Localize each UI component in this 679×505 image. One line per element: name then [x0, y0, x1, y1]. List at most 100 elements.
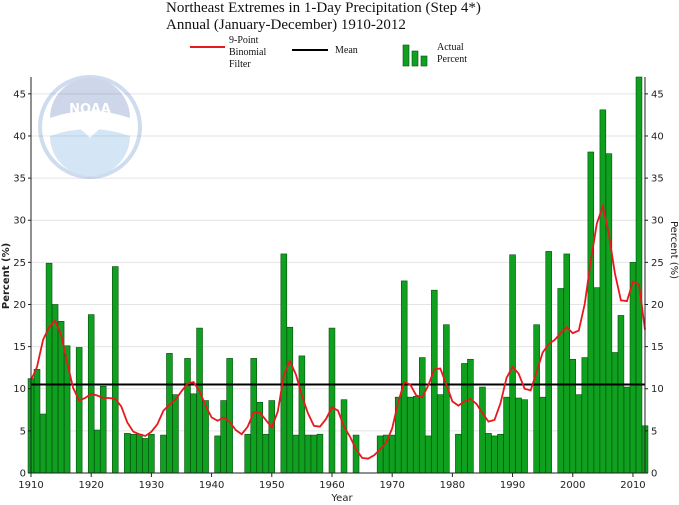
y-tick-label-left-10: 10: [13, 384, 26, 395]
legend-filter-label-line-2: Binomial: [229, 47, 266, 58]
bar-1924: [112, 266, 119, 474]
y-tick-label-left-30: 30: [13, 216, 26, 227]
y-tick-label-left-25: 25: [13, 258, 26, 269]
y-tick-label-left-20: 20: [13, 300, 26, 311]
bar-1979: [443, 324, 450, 474]
bar-2003: [587, 151, 595, 474]
bar-1970: [388, 434, 396, 474]
x-tick-label-1930: 1930: [139, 480, 164, 491]
bar-1995: [539, 396, 546, 474]
bar-1932: [160, 434, 167, 474]
bar-1978: [437, 394, 444, 474]
x-axis-label: Year: [330, 493, 353, 504]
bar-1974: [413, 396, 420, 474]
bar-1958: [316, 433, 324, 474]
bar-1981: [455, 433, 462, 474]
bar-1936: [184, 358, 191, 474]
bar-1950: [268, 400, 276, 474]
y-tick-label-right-5: 5: [651, 426, 657, 437]
y-tick-label-left-15: 15: [13, 342, 26, 353]
bar-1960: [328, 327, 336, 474]
tick-labels: 0 0 5 5 10 10 15 15 20 20 25 25 30 30 35 35 40 40 45 45 1910…: [13, 89, 663, 491]
y-tick-label-right-35: 35: [651, 174, 664, 185]
bar-1913: [45, 262, 53, 474]
bar-2010: [629, 262, 637, 474]
bar-1996: [545, 251, 552, 474]
bar-1927: [130, 433, 137, 474]
bar-2004: [593, 287, 601, 474]
x-tick-label-2000: 2000: [560, 480, 585, 491]
bar-1937: [190, 393, 197, 474]
x-tick-label-2010: 2010: [620, 480, 645, 491]
bar-2007: [611, 352, 619, 474]
bar-1973: [406, 396, 414, 474]
bar-1985: [479, 386, 486, 474]
noaa-logo: NOAA: [38, 75, 142, 179]
x-tick-label-1990: 1990: [500, 480, 525, 491]
bar-2006: [605, 153, 613, 474]
bar-1934: [172, 394, 179, 474]
legend-actual-swatch-bar-2: [411, 50, 419, 67]
bar-1930: [148, 433, 155, 474]
noaa-logo-sea: [50, 129, 130, 176]
bar-1989: [503, 396, 510, 474]
bar-1983: [467, 358, 474, 474]
y-tick-label-right-10: 10: [651, 384, 664, 395]
bar-1956: [304, 434, 312, 474]
bar-1941: [214, 435, 221, 474]
bar-1962: [340, 399, 348, 474]
bar-1998: [557, 288, 564, 474]
bar-1977: [431, 289, 438, 474]
x-tick-label-1970: 1970: [379, 480, 404, 491]
bar-1912: [39, 413, 47, 474]
x-tick-label-1910: 1910: [18, 480, 43, 491]
legend-actual-label-line-2: Percent: [437, 54, 467, 65]
bar-1988: [497, 433, 504, 474]
y-tick-label-left-45: 45: [13, 89, 26, 100]
bar-2000: [569, 358, 577, 474]
y-tick-label-left-35: 35: [13, 174, 26, 185]
bar-1991: [515, 397, 522, 474]
x-tick-label-1960: 1960: [319, 480, 344, 491]
bar-1987: [491, 435, 498, 474]
filter-line: [30, 202, 646, 460]
bar-1954: [292, 434, 300, 474]
bar-1946: [244, 433, 251, 474]
bar-1922: [99, 385, 107, 474]
x-tick-label-1980: 1980: [440, 480, 465, 491]
bar-1938: [196, 327, 203, 474]
axes: [28, 77, 648, 477]
y-tick-label-right-0: 0: [651, 469, 657, 480]
bar-1976: [425, 435, 432, 474]
noaa-logo-ring: [38, 75, 142, 179]
bar-1992: [521, 399, 528, 474]
y-tick-label-right-30: 30: [651, 216, 664, 227]
y-tick-label-right-20: 20: [651, 300, 664, 311]
y-tick-label-left-5: 5: [20, 426, 26, 437]
legend-mean-label: Mean: [335, 45, 358, 56]
bar-1929: [142, 438, 149, 474]
bar-1990: [509, 254, 516, 474]
bar-1949: [262, 433, 270, 474]
chart-title: Northeast Extremes in 1-Day Precipitatio…: [166, 0, 481, 16]
bar-1975: [419, 357, 426, 474]
legend-actual-swatch-bar-3: [420, 55, 428, 67]
noaa-logo-text: NOAA: [69, 102, 111, 117]
legend: 9-Point Binomial Filter Mean Actual Perc…: [190, 35, 467, 70]
x-tick-label-1920: 1920: [78, 480, 103, 491]
y-tick-label-right-25: 25: [651, 258, 664, 269]
bar-1933: [166, 353, 173, 474]
bar-1968: [376, 435, 384, 474]
bar-1982: [461, 363, 468, 474]
bar-1918: [75, 347, 83, 474]
legend-actual-label-line-1: Actual: [437, 42, 464, 53]
legend-filter-label-line-1: 9-Point: [229, 35, 259, 46]
y-tick-label-left-40: 40: [13, 131, 26, 142]
noaa-logo-sky: [50, 78, 130, 118]
y-axis-label-right: Percent (%): [668, 221, 679, 279]
bar-1928: [136, 433, 143, 474]
bar-1942: [220, 400, 227, 474]
bar-1943: [226, 358, 233, 474]
x-tick-label-1940: 1940: [199, 480, 224, 491]
